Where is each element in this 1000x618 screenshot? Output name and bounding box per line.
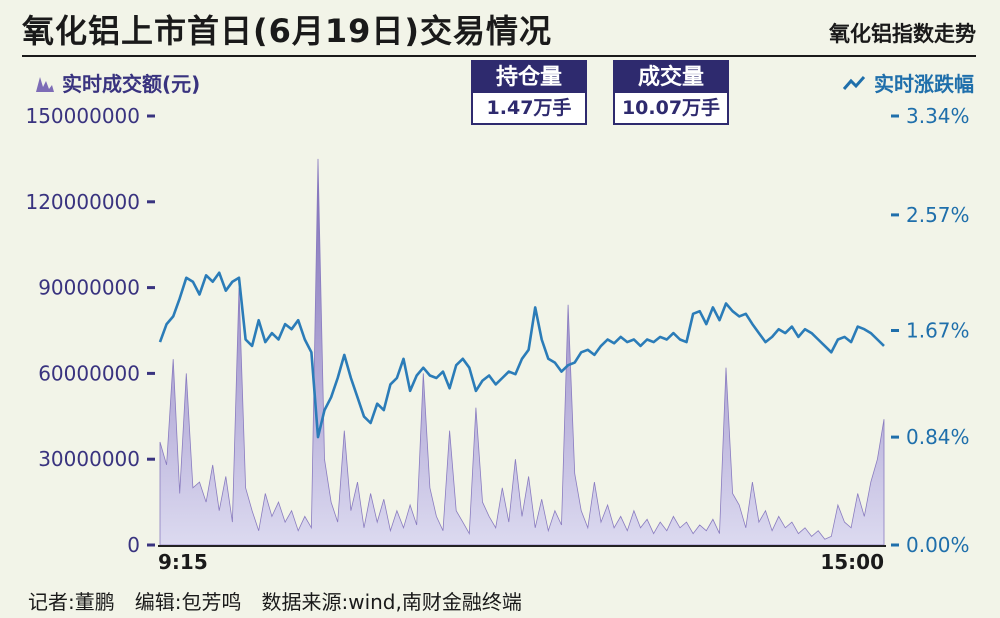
left-tick-label: 60000000 [38, 361, 140, 385]
right-tick-label: 1.67% [906, 319, 970, 343]
open-interest-value: 1.47万手 [473, 93, 585, 123]
area-legend-icon [36, 76, 54, 92]
left-tick-label: 150000000 [25, 104, 140, 128]
left-tick-label: 0 [127, 533, 140, 557]
right-tick-label: 2.57% [906, 203, 970, 227]
open-interest-box: 持仓量 1.47万手 [471, 60, 587, 125]
legend-volume: 实时成交额(元) [34, 68, 200, 97]
volume-box-value: 10.07万手 [615, 93, 727, 123]
right-tick-label: 0.00% [906, 533, 970, 557]
volume-box: 成交量 10.07万手 [613, 60, 729, 125]
left-tick-label: 30000000 [38, 447, 140, 471]
x-tick-label-start: 9:15 [158, 550, 208, 574]
volume-area-series [159, 158, 885, 546]
chart-title: 氧化铝上市首日(6月19日)交易情况 [22, 12, 553, 50]
right-tick-label: 3.34% [906, 104, 970, 128]
legend-change: 实时涨跌幅 [842, 68, 974, 97]
footer-credits: 记者:董鹏 编辑:包芳鸣 数据来源:wind,南财金融终端 [28, 590, 522, 614]
volume-box-label: 成交量 [615, 62, 727, 93]
legend-change-label: 实时涨跌幅 [874, 72, 974, 96]
left-tick-label: 90000000 [38, 276, 140, 300]
change-line-series [158, 271, 885, 439]
open-interest-label: 持仓量 [473, 62, 585, 93]
legend-volume-label: 实时成交额(元) [62, 72, 201, 96]
line-legend-icon [842, 75, 866, 90]
title-divider [22, 55, 976, 57]
chart-subtitle: 氧化铝指数走势 [829, 22, 976, 46]
left-tick-label: 120000000 [25, 190, 140, 214]
right-tick-label: 0.84% [906, 425, 970, 449]
x-tick-label-end: 15:00 [820, 550, 884, 574]
